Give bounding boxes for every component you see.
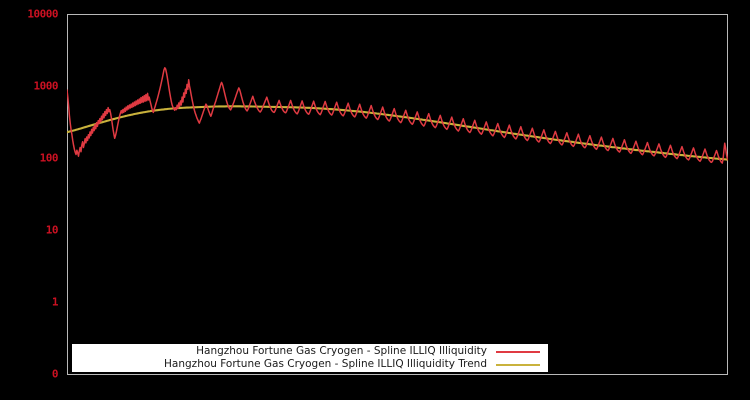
illiquidity-line (67, 67, 728, 164)
legend-swatch-illiquidity (496, 350, 540, 353)
legend-swatch-illiquidity-trend (496, 363, 540, 366)
y-tick-label-1000: 1000 (33, 79, 59, 93)
y-tick-label-10: 10 (45, 223, 59, 237)
legend-item-illiquidity[interactable]: Hangzhou Fortune Gas Cryogen - Spline IL… (72, 345, 548, 358)
legend-label-illiquidity: Hangzhou Fortune Gas Cryogen - Spline IL… (196, 345, 487, 357)
plot-area (67, 14, 728, 375)
series-container (67, 67, 728, 164)
y-tick-label-10000: 10000 (27, 7, 58, 21)
y-tick-label-1: 1 (51, 295, 59, 309)
legend-label-illiquidity-trend: Hangzhou Fortune Gas Cryogen - Spline IL… (164, 358, 487, 370)
y-axis: 10000 1000 100 10 1 0 (0, 0, 67, 400)
legend[interactable]: Hangzhou Fortune Gas Cryogen - Spline IL… (72, 344, 548, 372)
y-tick-label-100: 100 (39, 151, 59, 165)
y-tick-label-0: 0 (51, 367, 59, 381)
legend-item-illiquidity-trend[interactable]: Hangzhou Fortune Gas Cryogen - Spline IL… (72, 358, 548, 371)
